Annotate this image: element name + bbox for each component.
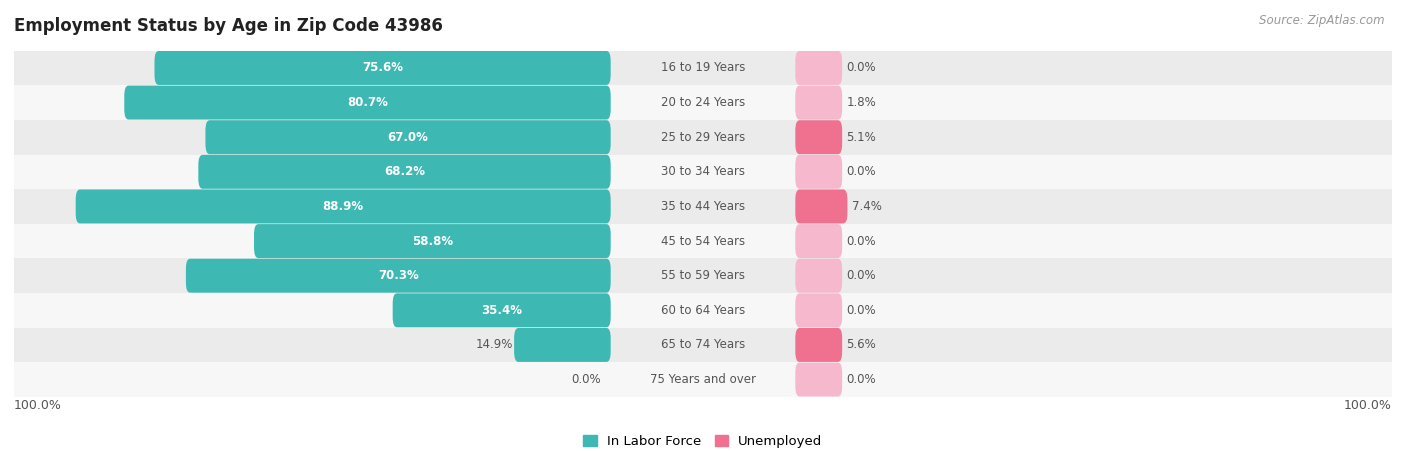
- FancyBboxPatch shape: [155, 51, 610, 85]
- Text: 14.9%: 14.9%: [475, 338, 513, 351]
- FancyBboxPatch shape: [14, 51, 1392, 85]
- Legend: In Labor Force, Unemployed: In Labor Force, Unemployed: [578, 430, 828, 451]
- FancyBboxPatch shape: [254, 224, 610, 258]
- Text: 75 Years and over: 75 Years and over: [650, 373, 756, 386]
- FancyBboxPatch shape: [796, 224, 842, 258]
- Text: 5.1%: 5.1%: [846, 131, 876, 144]
- FancyBboxPatch shape: [796, 328, 842, 362]
- Text: 70.3%: 70.3%: [378, 269, 419, 282]
- Text: 20 to 24 Years: 20 to 24 Years: [661, 96, 745, 109]
- Text: 1.8%: 1.8%: [846, 96, 876, 109]
- FancyBboxPatch shape: [796, 259, 842, 293]
- FancyBboxPatch shape: [796, 189, 848, 223]
- FancyBboxPatch shape: [796, 155, 842, 189]
- Text: 35.4%: 35.4%: [481, 304, 522, 317]
- FancyBboxPatch shape: [14, 120, 1392, 155]
- Text: 68.2%: 68.2%: [384, 166, 425, 178]
- FancyBboxPatch shape: [14, 362, 1392, 397]
- FancyBboxPatch shape: [392, 293, 610, 327]
- FancyBboxPatch shape: [796, 86, 842, 120]
- FancyBboxPatch shape: [515, 328, 610, 362]
- FancyBboxPatch shape: [14, 224, 1392, 258]
- Text: 0.0%: 0.0%: [571, 373, 600, 386]
- Text: 0.0%: 0.0%: [846, 235, 876, 248]
- FancyBboxPatch shape: [14, 85, 1392, 120]
- Text: 100.0%: 100.0%: [14, 399, 62, 412]
- FancyBboxPatch shape: [205, 120, 610, 154]
- FancyBboxPatch shape: [76, 189, 610, 223]
- Text: 45 to 54 Years: 45 to 54 Years: [661, 235, 745, 248]
- Text: 0.0%: 0.0%: [846, 269, 876, 282]
- Text: 5.6%: 5.6%: [846, 338, 876, 351]
- Text: 88.9%: 88.9%: [322, 200, 364, 213]
- Text: 65 to 74 Years: 65 to 74 Years: [661, 338, 745, 351]
- Text: 67.0%: 67.0%: [388, 131, 429, 144]
- Text: 0.0%: 0.0%: [846, 61, 876, 74]
- Text: 0.0%: 0.0%: [846, 373, 876, 386]
- FancyBboxPatch shape: [796, 120, 842, 154]
- Text: 80.7%: 80.7%: [347, 96, 388, 109]
- Text: 58.8%: 58.8%: [412, 235, 453, 248]
- Text: 0.0%: 0.0%: [846, 304, 876, 317]
- FancyBboxPatch shape: [14, 327, 1392, 362]
- Text: 7.4%: 7.4%: [852, 200, 882, 213]
- FancyBboxPatch shape: [796, 51, 842, 85]
- FancyBboxPatch shape: [796, 363, 842, 396]
- Text: 75.6%: 75.6%: [363, 61, 404, 74]
- FancyBboxPatch shape: [198, 155, 610, 189]
- Text: 60 to 64 Years: 60 to 64 Years: [661, 304, 745, 317]
- Text: 55 to 59 Years: 55 to 59 Years: [661, 269, 745, 282]
- FancyBboxPatch shape: [14, 258, 1392, 293]
- Text: 100.0%: 100.0%: [1344, 399, 1392, 412]
- Text: 16 to 19 Years: 16 to 19 Years: [661, 61, 745, 74]
- FancyBboxPatch shape: [124, 86, 610, 120]
- Text: Employment Status by Age in Zip Code 43986: Employment Status by Age in Zip Code 439…: [14, 17, 443, 35]
- Text: 25 to 29 Years: 25 to 29 Years: [661, 131, 745, 144]
- Text: 35 to 44 Years: 35 to 44 Years: [661, 200, 745, 213]
- FancyBboxPatch shape: [14, 155, 1392, 189]
- Text: Source: ZipAtlas.com: Source: ZipAtlas.com: [1260, 14, 1385, 27]
- FancyBboxPatch shape: [796, 293, 842, 327]
- FancyBboxPatch shape: [186, 259, 610, 293]
- FancyBboxPatch shape: [14, 189, 1392, 224]
- FancyBboxPatch shape: [14, 293, 1392, 327]
- Text: 30 to 34 Years: 30 to 34 Years: [661, 166, 745, 178]
- Text: 0.0%: 0.0%: [846, 166, 876, 178]
